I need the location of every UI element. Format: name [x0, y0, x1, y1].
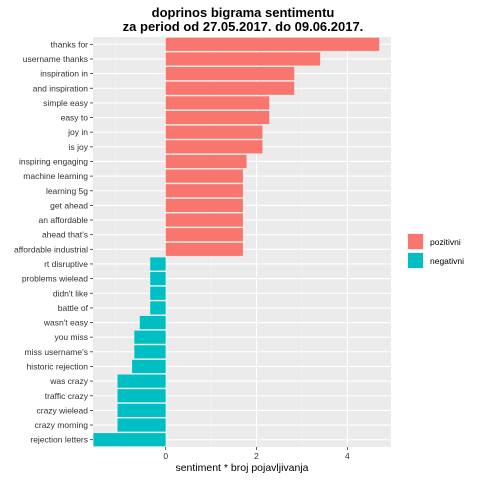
y-axis-ticks: thanks for username thanks inspiration in a… [14, 39, 93, 445]
legend-key-pozitivni [408, 234, 423, 249]
bar-didn-t-like [150, 286, 166, 300]
bar-crazy-wielead [117, 403, 166, 417]
y-tick-label: problems wielead [22, 274, 88, 284]
y-tick-label: an affordable [39, 215, 89, 225]
bar-rt-disruptive [150, 257, 166, 271]
legend-key-negativni [408, 253, 423, 268]
x-tick-label: 2 [254, 451, 259, 461]
y-tick-label: learning 5g [46, 186, 88, 196]
bar-wasn-t-easy [139, 315, 166, 330]
y-tick-label: rejection letters [30, 435, 88, 445]
bar-problems-wielead [150, 272, 166, 286]
bar-is-joy [165, 140, 263, 154]
y-tick-label: joy in [67, 127, 88, 137]
bar-joy-in [165, 125, 263, 139]
y-tick-label: ahead that's [42, 230, 88, 240]
bar-battle-of [150, 301, 166, 315]
bar-learning-5g [165, 184, 243, 198]
bar-username-thanks [165, 52, 321, 66]
x-axis-label: sentiment * broj pojavljivanja [175, 462, 308, 474]
y-tick-label: crazy morning [35, 420, 89, 430]
bar-inspiring-engaging [165, 154, 247, 169]
legend-label-negativni: negativni [430, 256, 464, 266]
x-axis-ticks: 0 2 4 [163, 447, 350, 461]
y-tick-label: inspiration in [40, 69, 88, 79]
bar-rejection-letters [93, 433, 166, 447]
y-tick-label: you miss [54, 332, 88, 342]
bar-and-inspiration [165, 81, 295, 95]
y-tick-label: get ahead [50, 200, 88, 210]
y-tick-label: thanks for [51, 39, 88, 49]
y-tick-label: didn't like [53, 288, 88, 298]
y-tick-label: miss username's [24, 347, 88, 357]
y-tick-label: username thanks [23, 54, 88, 64]
bar-inspiration-in [165, 67, 295, 81]
y-tick-label: rt disruptive [44, 259, 88, 269]
y-tick-label: machine learning [23, 171, 88, 181]
bar-affordable-industrial [165, 242, 243, 256]
bar-thanks-for [165, 37, 380, 51]
bars [93, 37, 380, 447]
y-tick-label: historic rejection [27, 361, 89, 371]
chart-title: doprinos bigrama sentimentu [152, 5, 335, 20]
bar-an-affordable [165, 213, 243, 227]
bar-miss-username-s [134, 345, 166, 359]
legend: pozitivni negativni [407, 233, 464, 269]
bar-machine-learning [165, 169, 243, 183]
y-tick-label: is joy [69, 142, 89, 152]
y-tick-label: battle of [58, 303, 89, 313]
y-tick-label: and inspiration [33, 83, 89, 93]
bar-was-crazy [117, 374, 166, 388]
y-tick-label: inspiring engaging [19, 156, 88, 166]
bar-easy-to [165, 110, 270, 125]
chart-subtitle: za period od 27.05.2017. do 09.06.2017. [123, 19, 364, 34]
bar-crazy-morning [117, 418, 166, 432]
y-tick-label: was crazy [49, 376, 89, 386]
bar-simple-easy [165, 96, 270, 110]
legend-label-pozitivni: pozitivni [430, 237, 461, 247]
x-tick-label: 0 [163, 451, 168, 461]
y-tick-label: traffic crazy [45, 391, 89, 401]
y-tick-label: easy to [61, 113, 89, 123]
y-tick-label: wasn't easy [43, 318, 89, 328]
bar-traffic-crazy [117, 389, 166, 403]
bar-you-miss [134, 330, 166, 344]
y-tick-label: simple easy [43, 98, 89, 108]
bar-historic-rejection [132, 359, 166, 374]
bar-ahead-that-s [165, 228, 243, 242]
y-tick-label: crazy wielead [37, 405, 89, 415]
x-tick-label: 4 [345, 451, 350, 461]
bar-get-ahead [165, 198, 243, 212]
y-tick-label: affordable industrial [14, 244, 88, 254]
